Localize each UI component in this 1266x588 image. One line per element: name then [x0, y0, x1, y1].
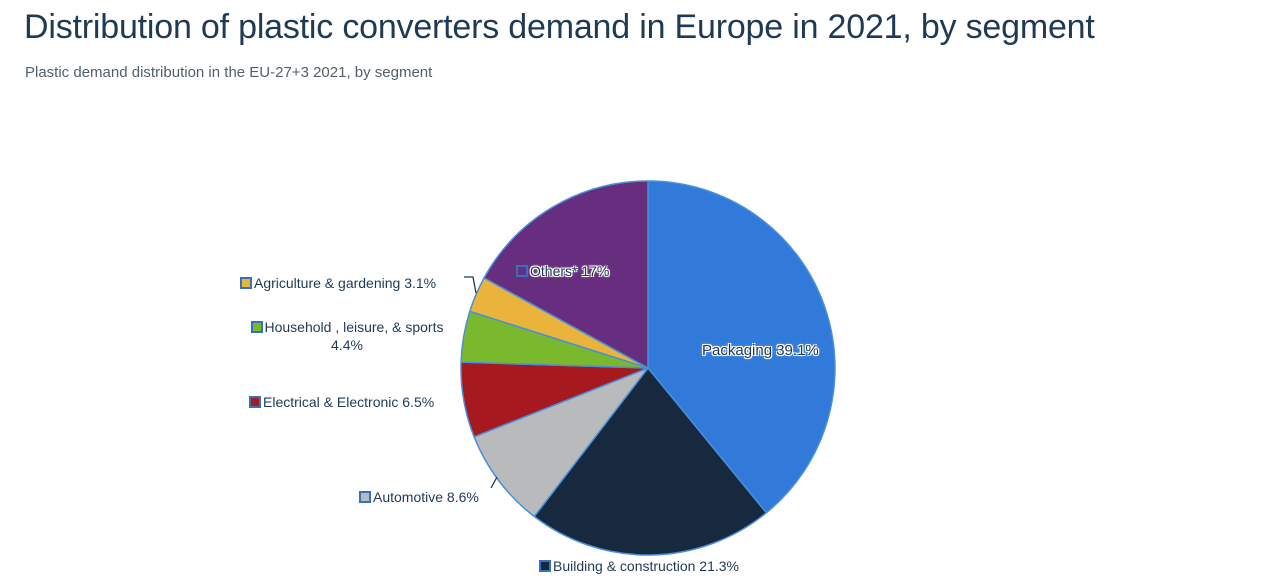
chart-title: Distribution of plastic converters deman…	[24, 8, 1095, 46]
chart-subtitle: Plastic demand distribution in the EU-27…	[25, 64, 433, 81]
pie-slice-others[interactable]	[483, 180, 649, 369]
pie-slice-packaging[interactable]	[647, 180, 836, 514]
label-connector-line	[490, 476, 498, 489]
pie-slice-automotive[interactable]	[473, 367, 649, 518]
label-connector-line	[464, 276, 477, 294]
pie-slice-building-construction[interactable]	[533, 367, 768, 556]
